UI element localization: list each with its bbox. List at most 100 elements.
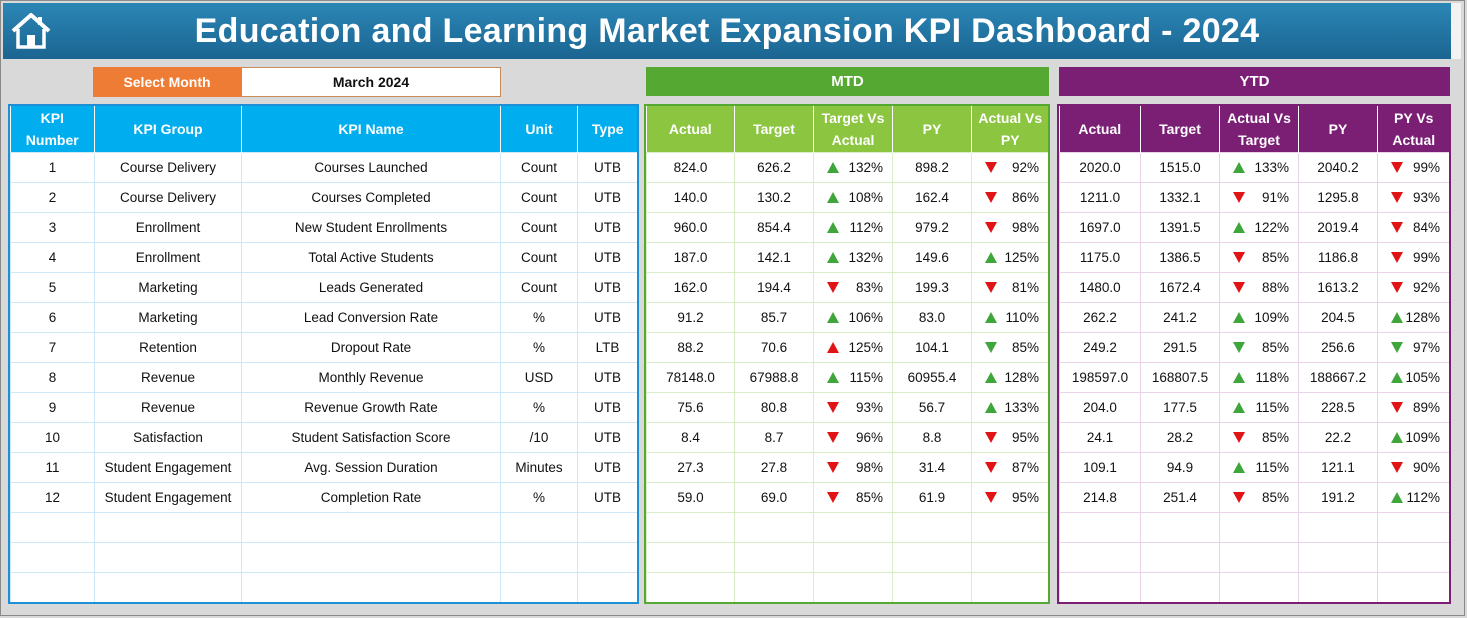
arrow-down-icon [985, 342, 997, 353]
month-selector[interactable]: March 2024 [241, 67, 501, 97]
column-header: PY [1298, 106, 1378, 153]
kpi-group-cell: Enrollment [94, 212, 242, 243]
ytd-py-cell: 2040.2 [1298, 152, 1378, 183]
empty-cell [971, 512, 1048, 543]
empty-cell [813, 512, 893, 543]
percent-value: 122% [1254, 220, 1289, 235]
kpi-name-cell: New Student Enrollments [241, 212, 501, 243]
indicator: 99% [1381, 160, 1446, 175]
empty-cell [241, 542, 501, 573]
mtd-tva-cell: 125% [813, 332, 893, 363]
percent-value: 133% [1004, 400, 1039, 415]
kpi-name-cell: Avg. Session Duration [241, 452, 501, 483]
ytd-target-cell: 168807.5 [1140, 362, 1220, 393]
empty-cell [1298, 512, 1378, 543]
percent-value: 92% [1011, 160, 1039, 175]
empty-cell [1140, 512, 1220, 543]
empty-cell [892, 542, 972, 573]
percent-value: 88% [1261, 280, 1289, 295]
kpi-group-cell: Revenue [94, 392, 242, 423]
mtd-avp-cell: 95% [971, 422, 1048, 453]
indicator: 115% [1223, 460, 1295, 475]
table-row: 6 Marketing Lead Conversion Rate% UTB [10, 302, 637, 333]
table-row: 960.0 854.4 112% 979.2 98% [646, 212, 1048, 243]
table-row: 1 Course Delivery Courses Launched Count UTB [10, 152, 637, 183]
kpi-unit-cell: Count [500, 182, 578, 213]
arrow-down-icon [1391, 162, 1403, 173]
table-row: 2 Course Delivery Courses Completed Count UT… [10, 182, 637, 213]
arrow-down-icon [1391, 402, 1403, 413]
indicator: 105% [1381, 370, 1446, 385]
indicator: 128% [1381, 310, 1446, 325]
arrow-up-icon [1391, 312, 1403, 323]
empty-row [646, 512, 1048, 543]
arrow-up-icon [1391, 372, 1403, 383]
ytd-avt-cell: 115% [1219, 452, 1299, 483]
ytd-py-cell: 204.5 [1298, 302, 1378, 333]
ytd-avt-cell: 122% [1219, 212, 1299, 243]
percent-value: 98% [1011, 220, 1039, 235]
mtd-actual-cell: 960.0 [646, 212, 735, 243]
mtd-avp-cell: 133% [971, 392, 1048, 423]
percent-value: 86% [1011, 190, 1039, 205]
kpi-type-cell: UTB [577, 272, 637, 303]
empty-row [1059, 542, 1449, 573]
mtd-avp-cell: 86% [971, 182, 1048, 213]
arrow-down-icon [1391, 342, 1403, 353]
column-header: Target [734, 106, 814, 153]
empty-cell [241, 572, 501, 602]
kpi-group-cell: Retention [94, 332, 242, 363]
ytd-pva-cell: 93% [1377, 182, 1449, 213]
mtd-actual-cell: 75.6 [646, 392, 735, 423]
kpi-num-cell: 9 [10, 392, 95, 423]
empty-row [10, 542, 637, 573]
ytd-pva-cell: 99% [1377, 152, 1449, 183]
ytd-target-cell: 1515.0 [1140, 152, 1220, 183]
mtd-py-cell: 199.3 [892, 272, 972, 303]
percent-value: 84% [1412, 220, 1440, 235]
ytd-target-cell: 251.4 [1140, 482, 1220, 513]
kpi-num-cell: 7 [10, 332, 95, 363]
indicator: 81% [975, 280, 1045, 295]
empty-cell [646, 512, 735, 543]
kpi-unit-cell: Count [500, 212, 578, 243]
mtd-avp-cell: 125% [971, 242, 1048, 273]
kpi-table: KPI Number KPI Group KPI Name Unit Type 1 Cou… [10, 106, 637, 602]
column-header: KPI Number [10, 106, 95, 153]
ytd-table: Actual Target Actual Vs Target PY PY Vs Actu… [1059, 106, 1449, 602]
table-row: 78148.0 67988.8 115% 60955.4 128% [646, 362, 1048, 393]
indicator: 106% [817, 310, 889, 325]
mtd-tva-cell: 132% [813, 242, 893, 273]
ytd-actual-cell: 1480.0 [1059, 272, 1141, 303]
arrow-up-icon [827, 252, 839, 263]
indicator: 112% [1381, 490, 1446, 505]
indicator: 85% [1223, 340, 1295, 355]
percent-value: 118% [1255, 370, 1289, 385]
ytd-target-cell: 1332.1 [1140, 182, 1220, 213]
mtd-target-cell: 8.7 [734, 422, 814, 453]
arrow-up-icon [1233, 462, 1245, 473]
empty-row [646, 542, 1048, 573]
indicator: 95% [975, 490, 1045, 505]
ytd-actual-cell: 262.2 [1059, 302, 1141, 333]
ytd-pva-cell: 128% [1377, 302, 1449, 333]
ytd-py-cell: 22.2 [1298, 422, 1378, 453]
kpi-name-cell: Courses Completed [241, 182, 501, 213]
mtd-py-cell: 898.2 [892, 152, 972, 183]
empty-cell [734, 572, 814, 602]
empty-cell [1059, 512, 1141, 543]
column-header: Actual [1059, 106, 1141, 153]
ytd-avt-cell: 88% [1219, 272, 1299, 303]
percent-value: 91% [1261, 190, 1289, 205]
kpi-num-cell: 8 [10, 362, 95, 393]
percent-value: 133% [1254, 160, 1289, 175]
indicator: 85% [817, 490, 889, 505]
percent-value: 93% [855, 400, 883, 415]
column-header: PY Vs Actual [1377, 106, 1449, 153]
home-icon[interactable] [9, 11, 53, 51]
empty-cell [1140, 542, 1220, 573]
kpi-num-cell: 3 [10, 212, 95, 243]
column-header: Actual Vs PY [971, 106, 1048, 153]
kpi-unit-cell: USD [500, 362, 578, 393]
percent-value: 83% [855, 280, 883, 295]
